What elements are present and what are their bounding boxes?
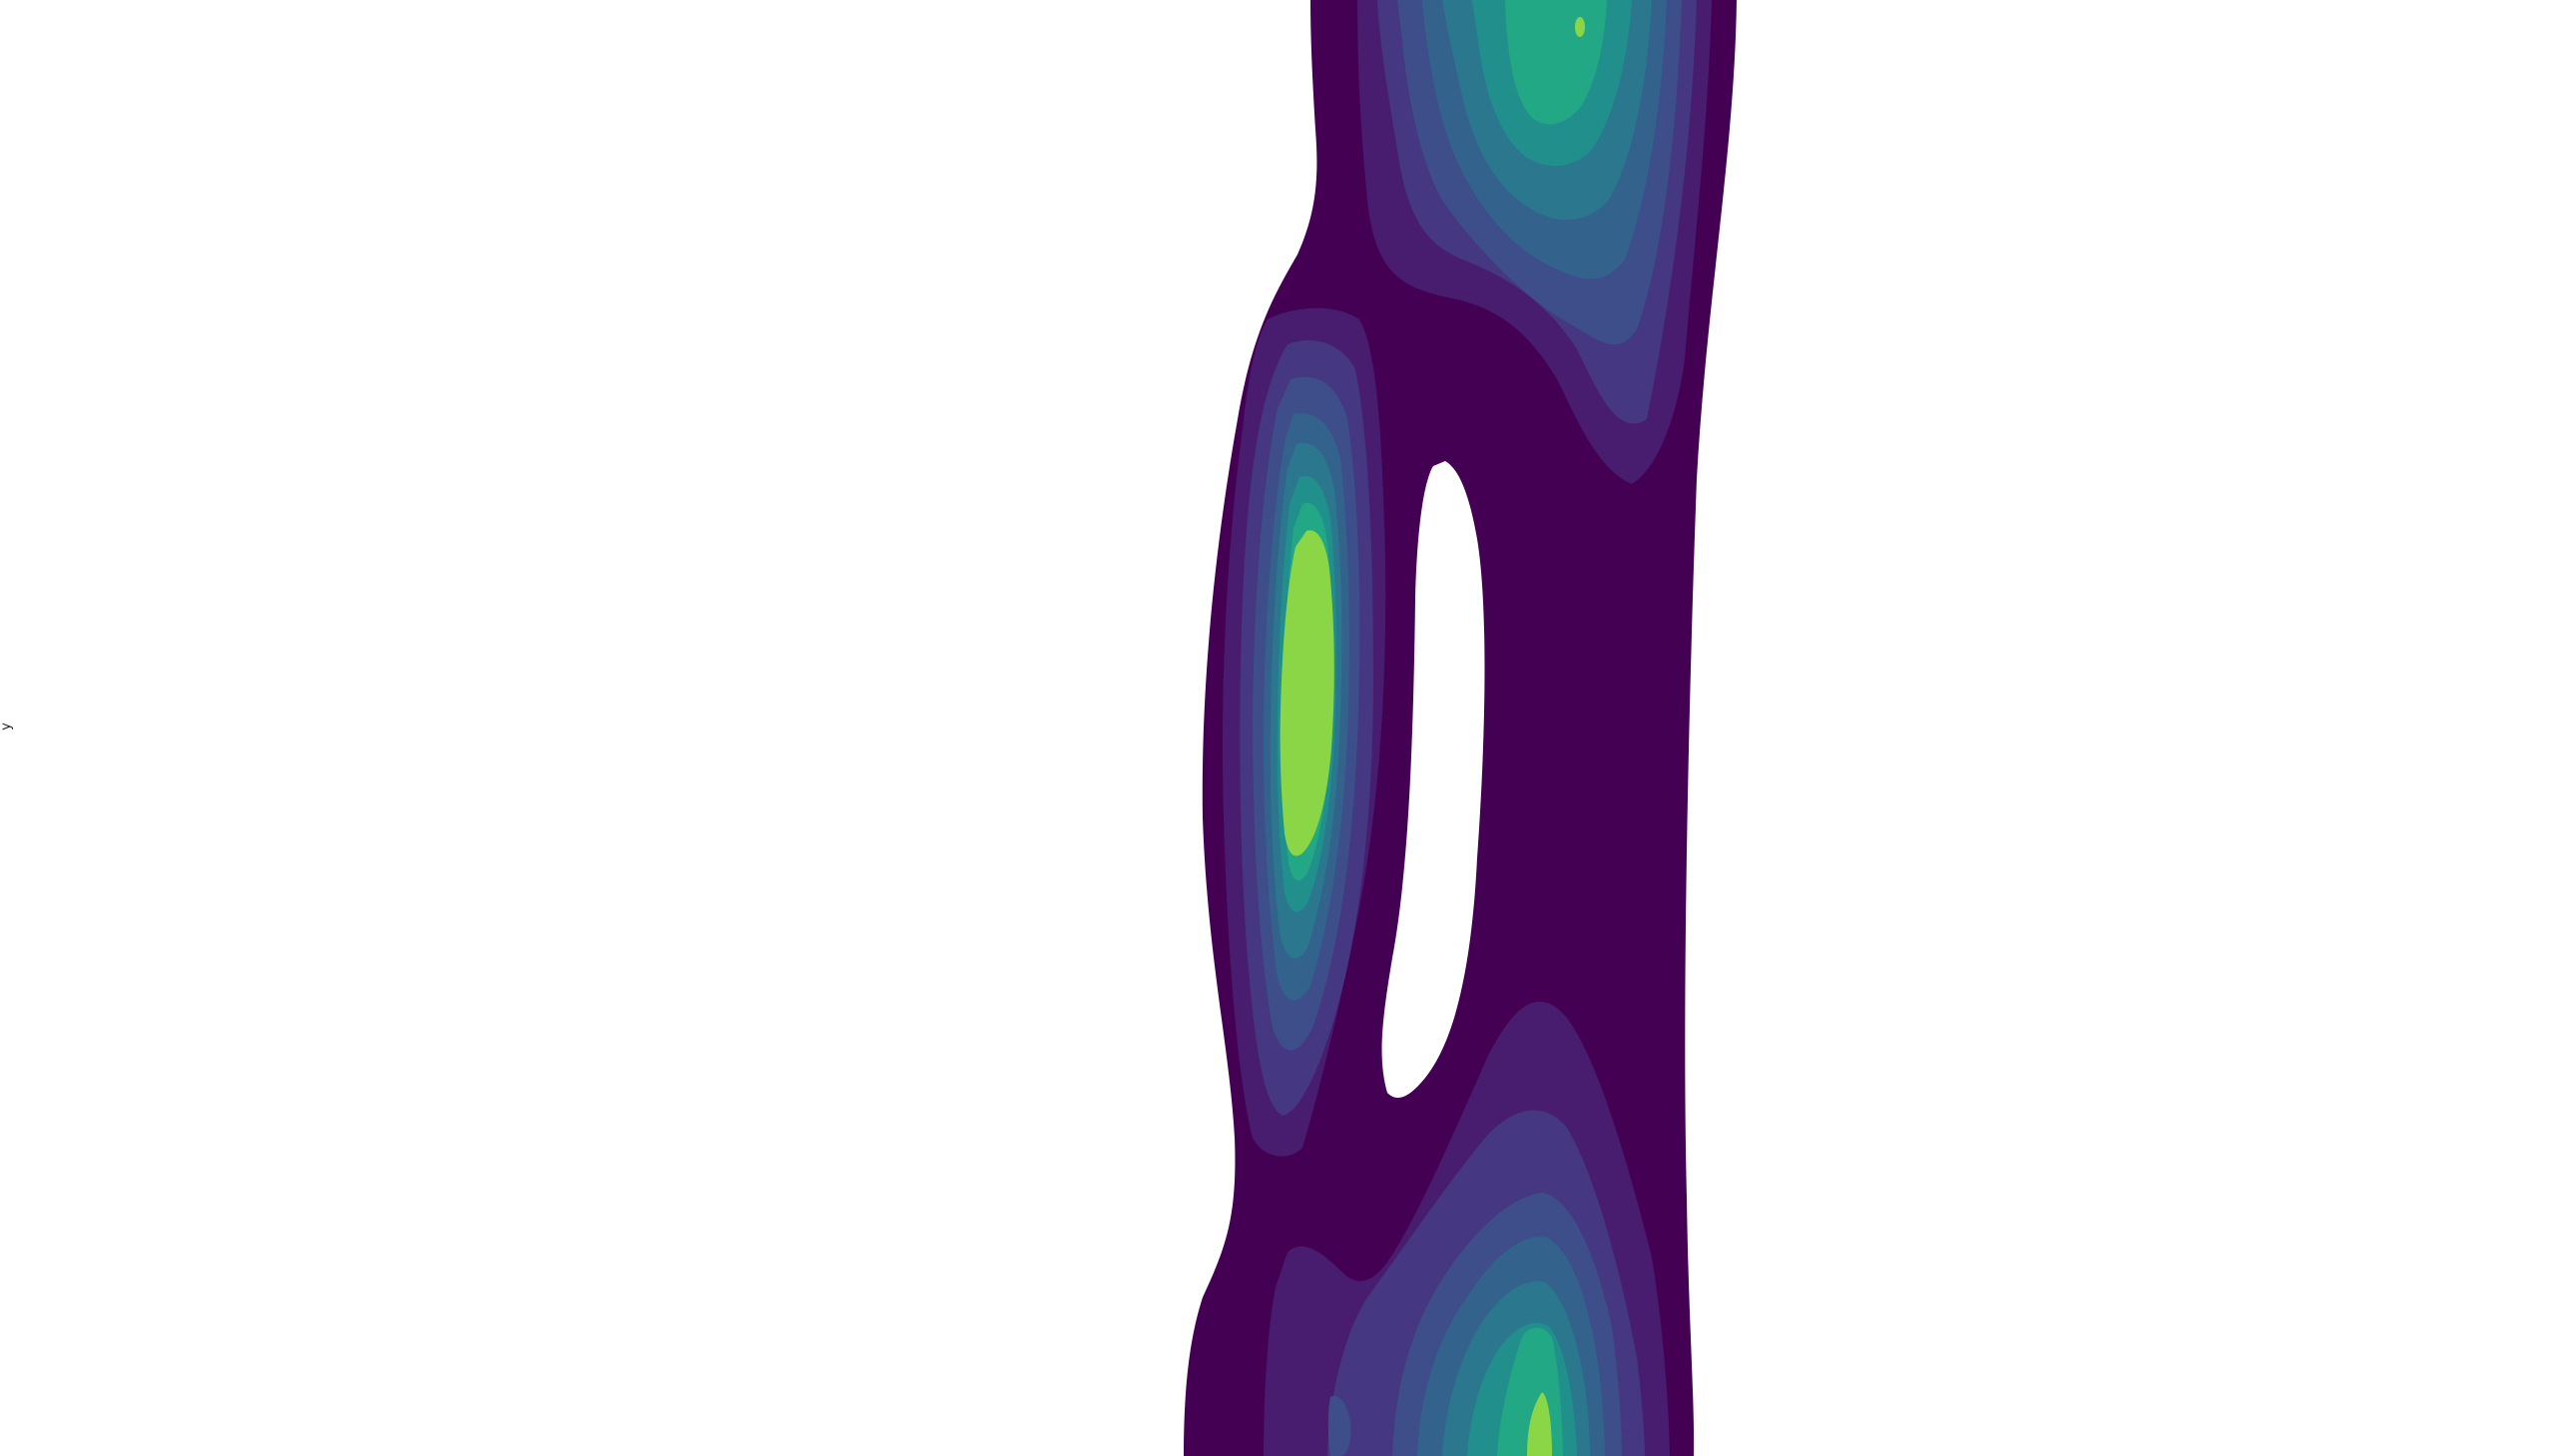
y-axis-label: y <box>0 723 14 730</box>
contour-hole <box>1381 461 1485 1098</box>
top-hill-peak <box>1575 17 1585 37</box>
left-hill-peak <box>1280 530 1334 856</box>
bottom-small-bump <box>1327 1395 1351 1456</box>
contour-bands <box>1184 0 1737 1456</box>
bottom-hill-peak <box>1527 1392 1552 1456</box>
